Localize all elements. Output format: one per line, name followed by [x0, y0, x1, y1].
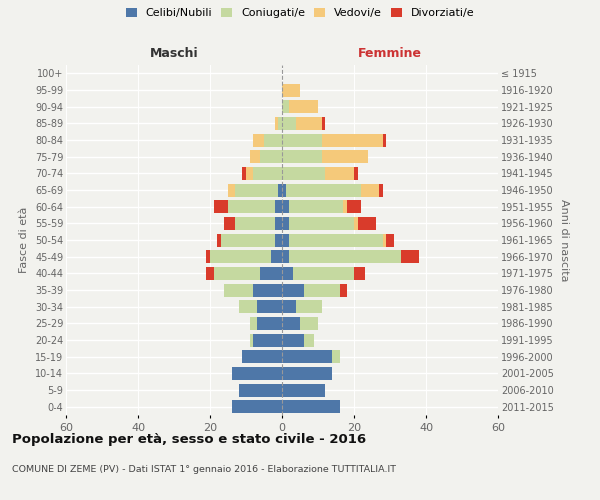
Bar	[289, 200, 343, 213]
Bar	[289, 250, 401, 263]
Bar	[282, 400, 340, 413]
Bar	[275, 117, 278, 130]
Bar	[271, 250, 282, 263]
Bar	[289, 234, 383, 246]
Bar	[235, 217, 275, 230]
Bar	[289, 217, 354, 230]
Bar	[278, 117, 282, 130]
Bar	[282, 334, 304, 346]
Bar	[282, 200, 289, 213]
Bar	[253, 167, 282, 180]
Bar	[354, 217, 358, 230]
Bar	[304, 334, 314, 346]
Bar	[386, 234, 394, 246]
Bar	[275, 200, 282, 213]
Bar	[253, 284, 282, 296]
Bar	[282, 117, 296, 130]
Bar	[217, 234, 221, 246]
Bar	[289, 100, 318, 113]
Bar	[275, 217, 282, 230]
Bar	[257, 300, 282, 313]
Bar	[264, 134, 282, 146]
Bar	[239, 300, 257, 313]
Bar	[228, 184, 235, 196]
Bar	[282, 284, 304, 296]
Bar	[282, 100, 289, 113]
Bar	[214, 200, 228, 213]
Bar	[224, 284, 253, 296]
Bar	[286, 184, 361, 196]
Bar	[354, 167, 358, 180]
Bar	[257, 317, 282, 330]
Bar	[383, 134, 386, 146]
Bar	[322, 117, 325, 130]
Bar	[282, 267, 293, 280]
Bar	[282, 350, 332, 363]
Text: COMUNE DI ZEME (PV) - Dati ISTAT 1° gennaio 2016 - Elaborazione TUTTITALIA.IT: COMUNE DI ZEME (PV) - Dati ISTAT 1° genn…	[12, 466, 396, 474]
Bar	[282, 300, 296, 313]
Bar	[275, 234, 282, 246]
Bar	[343, 200, 347, 213]
Bar	[401, 250, 419, 263]
Bar	[250, 334, 253, 346]
Bar	[206, 267, 214, 280]
Bar	[232, 367, 282, 380]
Bar	[224, 217, 235, 230]
Text: Popolazione per età, sesso e stato civile - 2016: Popolazione per età, sesso e stato civil…	[12, 432, 366, 446]
Legend: Celibi/Nubili, Coniugati/e, Vedovi/e, Divorziati/e: Celibi/Nubili, Coniugati/e, Vedovi/e, Di…	[124, 6, 476, 20]
Bar	[296, 300, 322, 313]
Bar	[232, 400, 282, 413]
Bar	[282, 367, 332, 380]
Bar	[210, 250, 271, 263]
Bar	[347, 200, 361, 213]
Bar	[246, 167, 253, 180]
Bar	[214, 267, 260, 280]
Bar	[361, 184, 379, 196]
Bar	[304, 284, 340, 296]
Bar	[325, 167, 354, 180]
Bar	[228, 200, 275, 213]
Bar	[239, 384, 282, 396]
Y-axis label: Fasce di età: Fasce di età	[19, 207, 29, 273]
Y-axis label: Anni di nascita: Anni di nascita	[559, 198, 569, 281]
Text: Maschi: Maschi	[149, 47, 199, 60]
Bar	[282, 250, 289, 263]
Bar	[250, 317, 257, 330]
Bar	[332, 350, 340, 363]
Bar	[282, 217, 289, 230]
Bar	[282, 150, 322, 163]
Bar	[340, 284, 347, 296]
Text: Femmine: Femmine	[358, 47, 422, 60]
Bar	[358, 217, 376, 230]
Bar	[282, 134, 322, 146]
Bar	[300, 317, 318, 330]
Bar	[282, 84, 300, 96]
Bar	[260, 150, 282, 163]
Bar	[296, 117, 322, 130]
Bar	[282, 167, 325, 180]
Bar	[253, 134, 264, 146]
Bar	[322, 134, 383, 146]
Bar	[242, 167, 246, 180]
Bar	[322, 150, 368, 163]
Bar	[282, 184, 286, 196]
Bar	[379, 184, 383, 196]
Bar	[282, 384, 325, 396]
Bar	[354, 267, 365, 280]
Bar	[250, 150, 260, 163]
Bar	[278, 184, 282, 196]
Bar	[282, 234, 289, 246]
Bar	[206, 250, 210, 263]
Bar	[242, 350, 282, 363]
Bar	[383, 234, 386, 246]
Bar	[253, 334, 282, 346]
Bar	[282, 317, 300, 330]
Bar	[260, 267, 282, 280]
Bar	[221, 234, 275, 246]
Bar	[293, 267, 354, 280]
Bar	[235, 184, 278, 196]
